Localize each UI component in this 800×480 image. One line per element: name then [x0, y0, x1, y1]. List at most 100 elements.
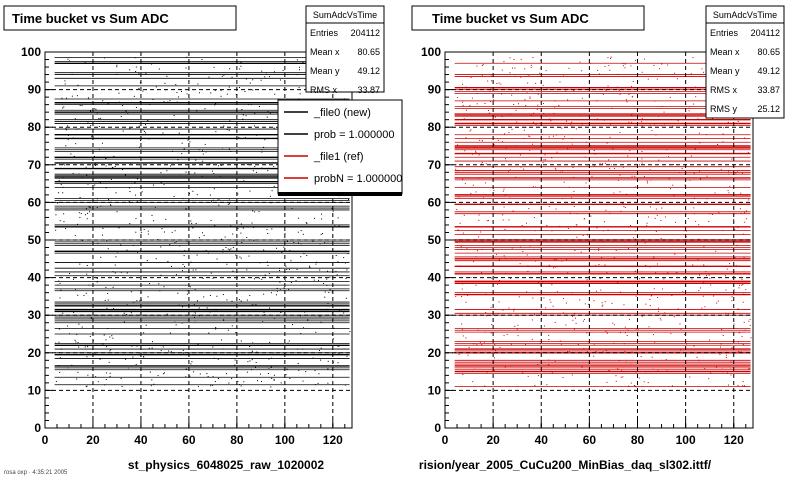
data-point: [69, 333, 71, 335]
data-point: [240, 340, 242, 342]
data-point: [327, 303, 329, 305]
data-point: [158, 283, 160, 285]
data-point: [630, 382, 632, 384]
data-point: [539, 343, 541, 345]
data-point: [237, 228, 239, 230]
data-point: [179, 175, 181, 177]
data-point: [609, 136, 611, 138]
data-point: [84, 346, 86, 348]
data-point: [552, 305, 554, 307]
data-point: [167, 260, 169, 262]
data-point: [349, 331, 351, 333]
data-point: [329, 276, 331, 278]
data-point: [221, 75, 223, 77]
data-point: [70, 153, 72, 155]
data-point: [695, 220, 697, 222]
data-point: [664, 312, 666, 314]
data-point: [79, 216, 81, 218]
data-point: [326, 284, 328, 286]
data-point: [67, 58, 69, 60]
data-point: [126, 272, 128, 274]
data-point: [734, 228, 736, 230]
data-point: [143, 228, 145, 230]
data-point: [533, 313, 535, 315]
data-point: [504, 194, 506, 196]
data-point: [139, 156, 141, 158]
data-point: [661, 105, 663, 107]
data-point: [94, 184, 96, 186]
data-point: [215, 327, 217, 329]
data-point: [536, 108, 538, 110]
data-point: [210, 92, 212, 94]
data-point: [251, 351, 253, 353]
data-point: [543, 112, 545, 114]
data-point: [72, 137, 74, 139]
data-point: [455, 296, 457, 298]
data-point: [623, 206, 625, 208]
data-point: [468, 346, 470, 348]
data-point: [348, 198, 350, 200]
data-point: [725, 312, 727, 314]
data-point: [606, 142, 608, 144]
data-point: [677, 271, 679, 273]
data-point: [470, 193, 472, 195]
data-point: [502, 219, 504, 221]
data-point: [727, 190, 729, 192]
data-point: [658, 159, 660, 161]
data-point: [582, 235, 584, 237]
data-point: [593, 300, 595, 302]
data-point: [690, 73, 692, 75]
data-point: [633, 237, 635, 239]
data-point: [137, 251, 139, 253]
data-point: [571, 137, 573, 139]
data-point: [725, 289, 727, 291]
data-point: [456, 208, 458, 210]
data-point: [552, 135, 554, 137]
data-point: [109, 372, 111, 374]
data-point: [556, 151, 558, 153]
data-point: [476, 65, 478, 67]
y-tick-label: 30: [428, 308, 442, 322]
data-point: [231, 325, 233, 327]
data-point: [555, 208, 557, 210]
data-point: [169, 332, 171, 334]
data-point: [684, 184, 686, 186]
data-point: [571, 265, 573, 267]
data-point: [609, 69, 611, 71]
data-point: [635, 329, 637, 331]
data-point: [242, 227, 244, 229]
data-point: [519, 246, 521, 248]
data-point: [143, 130, 145, 132]
data-point: [494, 308, 496, 310]
data-point: [495, 254, 497, 256]
stats-value: 204112: [351, 28, 380, 38]
data-point: [147, 296, 149, 298]
data-point: [596, 100, 598, 102]
data-point: [212, 250, 214, 252]
data-point: [561, 171, 563, 173]
data-point: [727, 370, 729, 372]
data-point: [226, 263, 228, 265]
data-point: [506, 333, 508, 335]
data-point: [284, 280, 286, 282]
data-point: [207, 375, 209, 377]
data-point: [457, 229, 459, 231]
data-point: [573, 90, 575, 92]
data-point: [255, 304, 257, 306]
data-point: [748, 320, 750, 322]
data-point: [271, 357, 273, 359]
data-point: [656, 263, 658, 265]
data-point: [77, 223, 79, 225]
data-point: [535, 124, 537, 126]
data-point: [576, 236, 578, 238]
data-point: [686, 230, 688, 232]
data-point: [509, 196, 511, 198]
data-point: [505, 257, 507, 259]
data-point: [204, 108, 206, 110]
data-point: [551, 372, 553, 374]
data-point: [580, 251, 582, 253]
data-point: [647, 182, 649, 184]
data-point: [191, 361, 193, 363]
data-point: [306, 255, 308, 257]
data-point: [80, 212, 82, 214]
